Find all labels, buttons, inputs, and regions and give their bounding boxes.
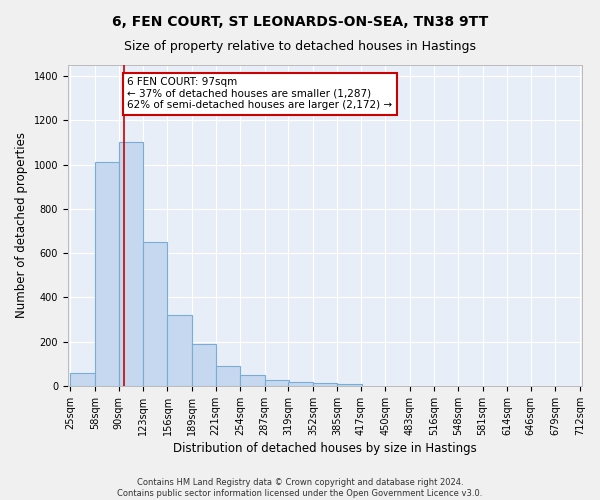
Y-axis label: Number of detached properties: Number of detached properties [15,132,28,318]
Bar [167,315,192,386]
Bar [95,162,119,386]
Bar [192,344,217,386]
Bar [143,242,167,386]
X-axis label: Distribution of detached houses by size in Hastings: Distribution of detached houses by size … [173,442,477,455]
Bar [289,382,313,386]
Bar [119,142,143,386]
Bar [265,380,289,386]
Text: Size of property relative to detached houses in Hastings: Size of property relative to detached ho… [124,40,476,53]
Text: Contains HM Land Registry data © Crown copyright and database right 2024.
Contai: Contains HM Land Registry data © Crown c… [118,478,482,498]
Bar [70,372,95,386]
Text: 6, FEN COURT, ST LEONARDS-ON-SEA, TN38 9TT: 6, FEN COURT, ST LEONARDS-ON-SEA, TN38 9… [112,15,488,29]
Bar [313,382,337,386]
Bar [215,366,240,386]
Text: 6 FEN COURT: 97sqm
← 37% of detached houses are smaller (1,287)
62% of semi-deta: 6 FEN COURT: 97sqm ← 37% of detached hou… [127,77,392,110]
Bar [240,375,265,386]
Bar [337,384,362,386]
